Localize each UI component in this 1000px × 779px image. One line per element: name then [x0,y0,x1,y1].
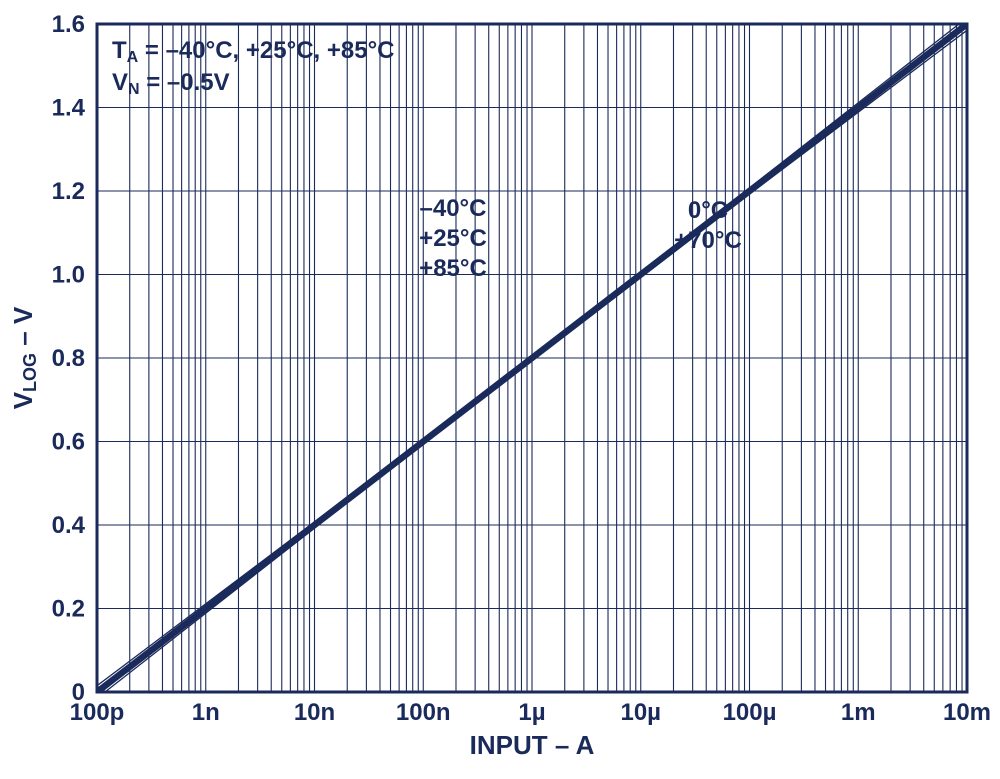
x-tick-label: 1n [192,699,220,726]
y-tick-label: 1.2 [52,178,85,205]
x-tick-label: 100n [396,699,451,726]
y-tick-label: 1.6 [52,11,85,38]
vlog-vs-input-chart: 100p1n10n100n1µ10µ100µ1m10mINPUT – A00.2… [0,0,1000,779]
anno-temp-right: +70°C [674,227,742,254]
anno-temp-left: +85°C [419,255,487,282]
x-tick-label: 1m [841,699,876,726]
anno-temp-left: +25°C [419,225,487,252]
x-tick-label: 10µ [620,699,661,726]
y-tick-label: 1.0 [52,262,85,289]
x-tick-label: 1µ [518,699,545,726]
x-axis-label: INPUT – A [470,730,595,760]
y-tick-label: 0 [72,679,85,706]
anno-ta: TA = –40°C, +25°C, +85°C [112,37,395,66]
x-tick-label: 10m [943,699,991,726]
y-tick-label: 0.8 [52,345,85,372]
x-tick-label: 10n [294,699,335,726]
y-tick-label: 0.6 [52,429,85,456]
y-tick-label: 0.2 [52,596,85,623]
anno-temp-right: 0°C [688,197,728,224]
anno-temp-left: –40°C [420,195,487,222]
y-tick-label: 0.4 [52,512,86,539]
chart-container: 100p1n10n100n1µ10µ100µ1m10mINPUT – A00.2… [0,0,1000,779]
x-tick-label: 100µ [723,699,777,726]
y-tick-label: 1.4 [52,95,86,122]
